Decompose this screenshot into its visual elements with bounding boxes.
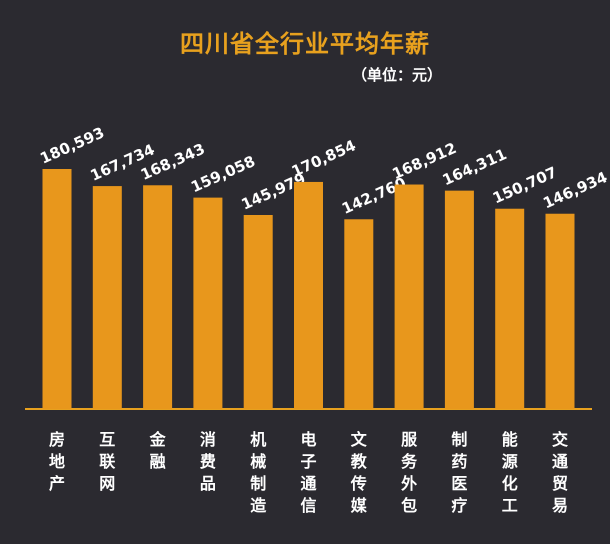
category-label-3: 消费品 <box>200 430 216 493</box>
bar-5 <box>294 181 323 409</box>
bar-6 <box>344 219 374 409</box>
data-label-0: 180,593 <box>37 123 107 167</box>
category-label-7: 服务外包 <box>400 430 418 515</box>
bar-10 <box>545 213 575 409</box>
category-label-9: 能源化工 <box>502 430 518 515</box>
bar-8 <box>444 190 474 409</box>
category-label-0: 房地产 <box>49 430 65 493</box>
category-label-6: 文教传媒 <box>350 430 368 515</box>
bar-7 <box>394 184 424 409</box>
category-label-10: 交通贸易 <box>552 430 568 515</box>
category-label-8: 制药医疗 <box>451 430 467 515</box>
category-label-4: 机械制造 <box>250 430 267 515</box>
bar-3 <box>193 197 223 409</box>
bar-9 <box>495 208 525 409</box>
category-label-2: 金融 <box>149 430 167 471</box>
bar-2 <box>143 185 173 409</box>
data-label-5: 170,854 <box>289 136 359 180</box>
bar-4 <box>243 215 273 409</box>
bar-0 <box>42 169 72 409</box>
chart-title: 四川省全行业平均年薪 <box>180 30 430 58</box>
category-label-5: 电子通信 <box>300 430 316 515</box>
category-label-1: 互联网 <box>99 430 115 493</box>
unit-label: （单位：元） <box>352 66 443 84</box>
bar-1 <box>92 186 122 409</box>
